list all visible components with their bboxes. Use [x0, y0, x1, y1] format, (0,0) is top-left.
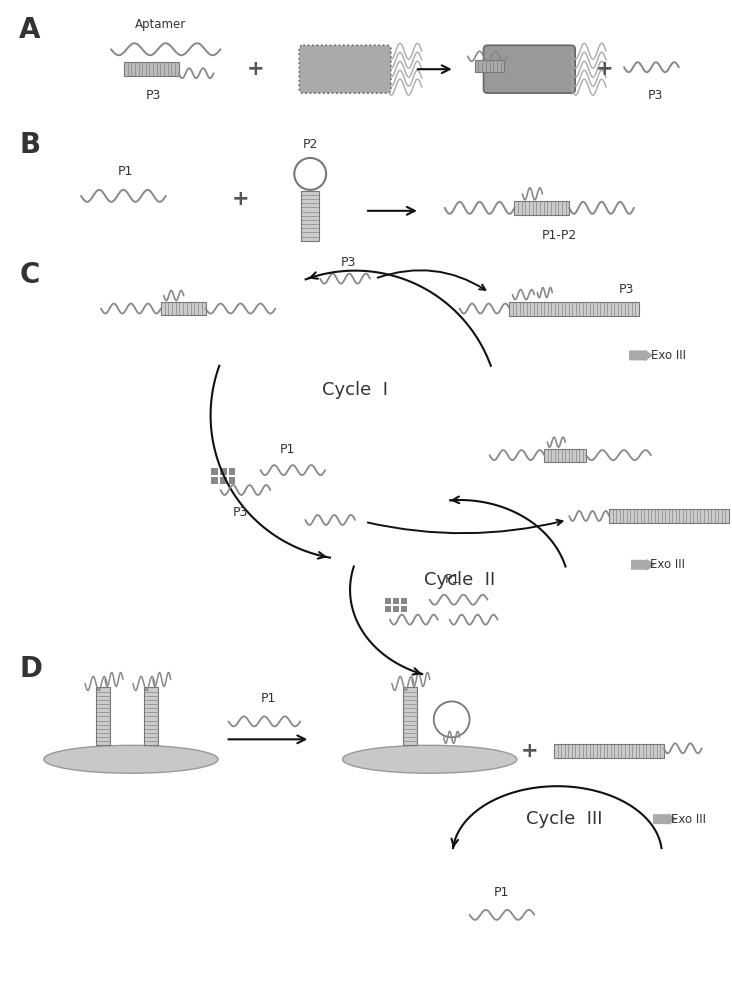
Bar — [211, 477, 217, 484]
Text: +: + — [231, 189, 250, 209]
Text: P3: P3 — [146, 89, 162, 102]
Text: P3: P3 — [649, 89, 664, 102]
Bar — [393, 606, 399, 612]
FancyBboxPatch shape — [299, 45, 391, 93]
Bar — [509, 302, 639, 316]
Text: B: B — [19, 131, 40, 159]
Bar — [144, 687, 158, 745]
FancyArrow shape — [629, 349, 653, 361]
Bar — [211, 468, 217, 475]
Bar — [401, 598, 407, 604]
Bar — [96, 687, 110, 745]
Text: Exo III: Exo III — [651, 349, 686, 362]
Text: P2: P2 — [302, 138, 318, 151]
Bar — [385, 606, 391, 612]
Text: +: + — [247, 59, 264, 79]
Bar — [385, 598, 391, 604]
Bar — [403, 687, 417, 745]
Text: P1: P1 — [280, 443, 295, 456]
Bar — [474, 60, 504, 72]
Text: Exo III: Exo III — [650, 558, 685, 571]
Ellipse shape — [343, 745, 517, 773]
Text: P1-P2: P1-P2 — [542, 229, 577, 242]
Text: C: C — [19, 261, 40, 289]
Text: P3: P3 — [233, 506, 248, 519]
Bar — [609, 509, 728, 523]
Text: P3: P3 — [619, 283, 635, 296]
FancyArrow shape — [653, 813, 677, 825]
Text: P1: P1 — [445, 573, 460, 586]
Bar — [393, 598, 399, 604]
Bar — [515, 201, 569, 215]
Text: P1: P1 — [494, 886, 509, 899]
Text: +: + — [520, 741, 538, 761]
Bar — [554, 744, 664, 758]
Bar — [302, 191, 319, 241]
Bar — [220, 468, 226, 475]
Bar — [161, 302, 206, 315]
Text: +: + — [595, 59, 613, 79]
Text: P1: P1 — [119, 165, 134, 178]
Text: Cycle  II: Cycle II — [424, 571, 496, 589]
Text: Exo III: Exo III — [671, 813, 706, 826]
Ellipse shape — [44, 745, 218, 773]
Text: P1: P1 — [261, 692, 276, 705]
Bar — [124, 62, 179, 76]
Text: Cycle  I: Cycle I — [322, 381, 388, 399]
Bar — [228, 468, 236, 475]
Text: Cycle  III: Cycle III — [526, 810, 602, 828]
Bar — [228, 477, 236, 484]
Bar — [545, 449, 586, 462]
FancyArrow shape — [631, 559, 655, 571]
Text: P3: P3 — [340, 256, 356, 269]
Bar — [220, 477, 226, 484]
Text: D: D — [19, 655, 42, 683]
Text: A: A — [19, 16, 41, 44]
FancyBboxPatch shape — [484, 45, 575, 93]
Bar — [401, 606, 407, 612]
Text: Aptamer: Aptamer — [135, 18, 187, 31]
